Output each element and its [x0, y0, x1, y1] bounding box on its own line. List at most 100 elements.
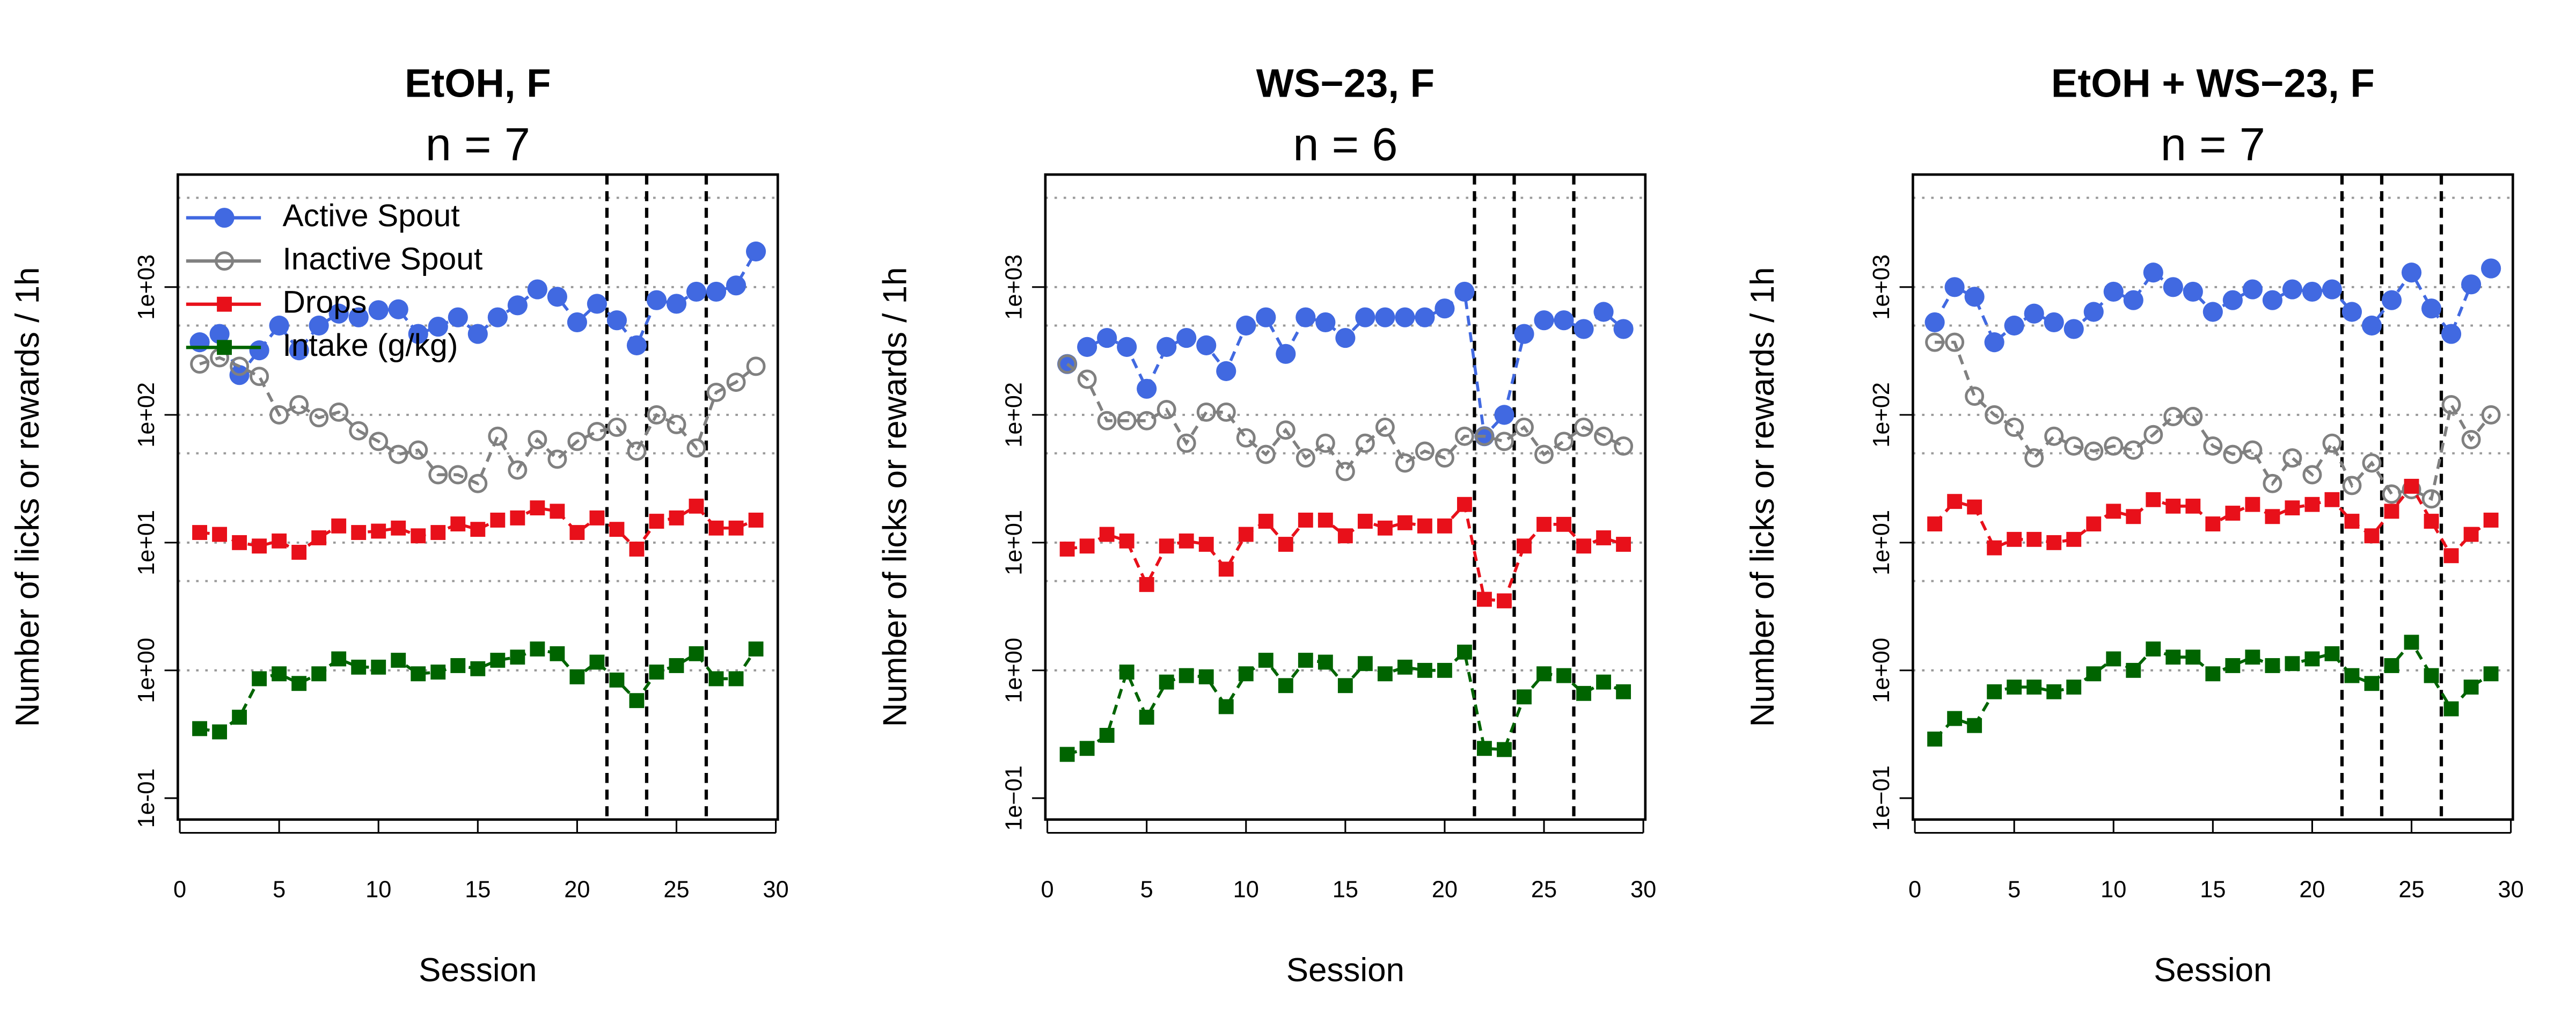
marker: [527, 279, 547, 300]
marker: [708, 671, 724, 687]
marker: [1099, 527, 1115, 542]
x-axis-label: Session: [419, 952, 537, 989]
marker: [1077, 369, 1097, 389]
marker: [1119, 665, 1135, 680]
y-tick-label: 1e+02: [1001, 382, 1027, 448]
marker: [470, 661, 486, 676]
y-axis-label: Number of licks or rewards / 1h: [1744, 267, 1781, 727]
marker: [1437, 518, 1452, 534]
marker: [289, 395, 309, 414]
marker: [669, 510, 684, 526]
marker: [328, 303, 349, 324]
marker: [490, 653, 506, 668]
marker: [1945, 332, 1965, 352]
marker: [192, 721, 208, 736]
marker: [311, 666, 327, 682]
marker: [1137, 378, 1157, 399]
marker: [329, 402, 349, 422]
marker: [291, 544, 307, 560]
marker: [547, 449, 567, 469]
marker: [190, 354, 210, 374]
marker: [1318, 513, 1333, 528]
marker: [468, 473, 488, 493]
x-tick-label: 25: [2398, 877, 2424, 902]
marker: [2185, 498, 2201, 514]
marker: [1435, 298, 1455, 319]
marker: [2126, 662, 2141, 678]
marker: [2441, 324, 2462, 344]
marker: [2026, 680, 2042, 695]
marker: [212, 724, 228, 740]
marker: [547, 287, 567, 307]
marker: [1296, 307, 1316, 327]
y-tick-label: 1e+01: [1001, 510, 1027, 575]
x-tick-label: 5: [273, 877, 286, 902]
marker: [2245, 497, 2260, 512]
marker: [1497, 593, 1512, 609]
marker: [2463, 680, 2479, 695]
marker: [669, 658, 684, 673]
plot-frame: [1044, 173, 1647, 821]
y-tick-label: 1e+00: [1001, 638, 1027, 703]
marker: [706, 382, 726, 402]
marker: [1059, 747, 1075, 762]
marker: [726, 373, 746, 392]
marker: [2483, 666, 2499, 682]
marker: [2222, 290, 2243, 310]
marker: [1965, 386, 1985, 406]
marker: [2364, 676, 2380, 691]
marker: [1137, 411, 1157, 430]
marker: [1216, 402, 1236, 422]
marker: [2404, 478, 2419, 494]
marker: [550, 646, 565, 661]
x-tick-label: 15: [2200, 877, 2226, 902]
marker: [686, 438, 706, 458]
marker: [250, 367, 269, 386]
x-tick-label: 30: [2498, 877, 2524, 902]
marker: [1534, 444, 1554, 464]
marker: [528, 430, 547, 449]
marker: [1238, 527, 1254, 542]
marker: [1964, 287, 1985, 307]
marker: [1176, 327, 1197, 348]
marker: [2443, 701, 2459, 717]
marker: [1947, 494, 1963, 509]
marker: [1238, 666, 1254, 682]
marker: [2344, 514, 2360, 529]
marker: [487, 307, 508, 327]
marker: [2007, 680, 2022, 695]
marker: [1218, 699, 1234, 714]
marker: [1494, 405, 1514, 425]
marker: [309, 315, 329, 336]
marker: [629, 693, 645, 709]
legend-marker: [217, 340, 232, 355]
plot-frame: [1912, 173, 2514, 821]
marker: [1375, 307, 1395, 327]
marker: [2203, 436, 2223, 456]
marker: [1596, 674, 1612, 690]
marker: [1375, 417, 1395, 437]
marker: [1198, 669, 1214, 684]
marker: [1218, 561, 1234, 577]
marker: [1397, 659, 1413, 675]
x-tick-label: 30: [1630, 877, 1656, 902]
marker: [1554, 432, 1574, 451]
marker: [1278, 537, 1293, 552]
marker: [2063, 319, 2084, 339]
marker: [1377, 666, 1393, 682]
marker: [2404, 634, 2419, 650]
marker: [1536, 516, 1552, 532]
marker: [507, 295, 528, 316]
marker: [1554, 310, 1574, 331]
marker: [1435, 448, 1454, 468]
marker: [2364, 528, 2380, 544]
marker: [2106, 651, 2121, 667]
marker: [331, 651, 347, 667]
marker: [666, 294, 687, 314]
marker: [609, 522, 625, 537]
marker: [2463, 527, 2479, 542]
marker: [2304, 497, 2320, 512]
y-tick-label: 1e+03: [134, 254, 159, 320]
marker: [1335, 462, 1355, 481]
marker: [689, 498, 704, 514]
